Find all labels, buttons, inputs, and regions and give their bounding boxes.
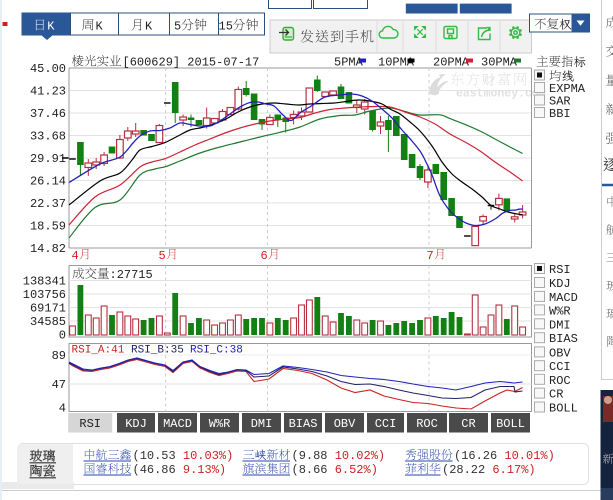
svg-text:10.01%): 10.01%)	[504, 449, 554, 463]
svg-text:29.91: 29.91	[30, 152, 66, 166]
svg-text:(9.88: (9.88	[292, 449, 328, 463]
svg-text:CR: CR	[549, 388, 563, 402]
svg-text:5PMA: 5PMA	[334, 56, 364, 70]
svg-text:9.13%): 9.13%)	[183, 463, 226, 477]
svg-text:RSI_C:38: RSI_C:38	[190, 345, 243, 357]
svg-text:10.02%): 10.02%)	[335, 449, 385, 463]
svg-text:6: 6	[261, 249, 268, 263]
svg-text:30PMA: 30PMA	[481, 56, 518, 70]
svg-text:RSI: RSI	[549, 263, 571, 277]
svg-text:10.03%): 10.03%)	[183, 449, 233, 463]
svg-text:22.37: 22.37	[30, 197, 66, 211]
svg-text:CR: CR	[461, 417, 475, 431]
svg-text:20PMA: 20PMA	[433, 56, 470, 70]
svg-text:RSI_B:35: RSI_B:35	[131, 345, 184, 357]
svg-text:47: 47	[52, 378, 66, 392]
svg-text:BBI: BBI	[549, 107, 571, 121]
svg-text:K: K	[96, 20, 104, 34]
svg-text:6.17%): 6.17%)	[492, 463, 535, 477]
svg-text:41.23: 41.23	[30, 85, 66, 99]
svg-text:eastmoney.com: eastmoney.com	[456, 88, 546, 101]
svg-text:RSI_A:41: RSI_A:41	[72, 345, 125, 357]
svg-text:14.82: 14.82	[30, 242, 66, 256]
svg-text:OBV: OBV	[549, 346, 571, 360]
svg-text:138341: 138341	[23, 275, 66, 289]
svg-text:10PMA: 10PMA	[378, 56, 415, 70]
svg-text:4: 4	[59, 402, 66, 416]
svg-text:33.68: 33.68	[30, 130, 66, 144]
svg-text:DMI: DMI	[549, 318, 571, 332]
svg-text:K: K	[145, 20, 153, 34]
svg-text:89: 89	[52, 349, 66, 363]
svg-text:7: 7	[427, 249, 434, 263]
svg-text:BIAS: BIAS	[289, 417, 318, 431]
svg-text:DMI: DMI	[251, 417, 273, 431]
svg-text:BOLL: BOLL	[496, 417, 525, 431]
svg-text:6.52%): 6.52%)	[335, 463, 378, 477]
svg-text:69171: 69171	[30, 302, 66, 316]
svg-text:RSI: RSI	[79, 417, 101, 431]
svg-text:0: 0	[59, 329, 66, 343]
svg-text:BOLL: BOLL	[549, 402, 578, 416]
svg-text:CCI: CCI	[549, 360, 571, 374]
svg-text:MACD: MACD	[549, 291, 578, 305]
svg-text:EXPMA: EXPMA	[549, 82, 586, 96]
svg-text:(10.53: (10.53	[133, 449, 176, 463]
svg-text:37.46: 37.46	[30, 107, 66, 121]
svg-text:BIAS: BIAS	[549, 332, 578, 346]
svg-text::27715: :27715	[110, 268, 153, 282]
svg-text:(16.26: (16.26	[454, 449, 497, 463]
svg-text:W%R: W%R	[549, 304, 571, 318]
svg-text:KDJ: KDJ	[125, 417, 147, 431]
svg-text:(28.22: (28.22	[442, 463, 485, 477]
svg-text:(8.66: (8.66	[292, 463, 328, 477]
svg-text:15: 15	[219, 20, 233, 34]
svg-text:45.00: 45.00	[30, 62, 66, 76]
svg-text:4: 4	[72, 249, 79, 263]
svg-text:CCI: CCI	[375, 417, 397, 431]
svg-text:OBV: OBV	[334, 417, 356, 431]
svg-text:MACD: MACD	[163, 417, 192, 431]
svg-text:18.59: 18.59	[30, 220, 66, 234]
svg-text:K: K	[47, 20, 55, 34]
svg-text:KDJ: KDJ	[549, 277, 571, 291]
svg-text:ROC: ROC	[416, 417, 438, 431]
svg-text:5: 5	[174, 20, 181, 34]
svg-text:[600629] 2015-07-17: [600629] 2015-07-17	[123, 56, 260, 70]
svg-text:34585: 34585	[30, 315, 66, 329]
svg-text:26.14: 26.14	[30, 175, 66, 189]
svg-text:103756: 103756	[23, 288, 66, 302]
svg-text:(46.86: (46.86	[133, 463, 176, 477]
svg-text:SAR: SAR	[549, 95, 571, 109]
svg-text:W%R: W%R	[209, 417, 231, 431]
svg-text:5: 5	[159, 249, 166, 263]
svg-text:ROC: ROC	[549, 374, 571, 388]
